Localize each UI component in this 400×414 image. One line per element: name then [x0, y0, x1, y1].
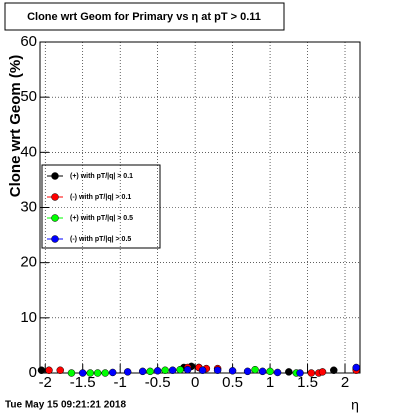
point [285, 368, 293, 376]
y-tick-label: 50 [20, 88, 37, 105]
point [198, 366, 207, 374]
title-box [4, 2, 285, 31]
point [251, 365, 259, 374]
point [93, 369, 102, 377]
point [330, 366, 338, 374]
x-tick-label: 1 [266, 374, 274, 391]
point [213, 366, 222, 374]
y-tick-label: 40 [20, 143, 37, 160]
x-tick-label: -0.5 [145, 374, 171, 391]
point [108, 368, 117, 377]
point [318, 368, 327, 376]
point [45, 366, 53, 374]
y-axis-label: Clone wrt Geom (%) [7, 55, 24, 198]
legend-label: (-) with pT/|q| > 0.5 [70, 236, 131, 243]
point [56, 366, 64, 374]
legend-marker [51, 193, 59, 201]
x-tick-label: 0 [191, 374, 199, 391]
x-tick-label: 1.5 [297, 374, 318, 391]
chart-title: Clone wrt Geom for Primary vs η at pT > … [27, 11, 261, 23]
timestamp: Tue May 15 09:21:21 2018 [5, 400, 126, 411]
x-tick-label: -2 [39, 374, 52, 391]
point [78, 369, 87, 377]
point [123, 368, 132, 376]
point [138, 367, 147, 376]
point [168, 366, 177, 374]
point [273, 368, 282, 377]
point [146, 367, 154, 376]
y-tick-label: 20 [20, 254, 37, 271]
point [86, 369, 94, 377]
x-tick-label: -1.5 [70, 374, 96, 391]
y-tick-label: 60 [20, 33, 37, 50]
point [161, 366, 169, 374]
point [101, 369, 109, 377]
x-axis-label: η [351, 397, 359, 413]
point [67, 369, 76, 377]
y-tick-label: 30 [20, 198, 37, 215]
x-tick-label: 2 [341, 374, 349, 391]
point [258, 367, 267, 376]
x-tick-label: -1 [114, 374, 127, 391]
point [183, 365, 192, 374]
legend [41, 164, 161, 249]
legend-marker [51, 172, 59, 180]
point [296, 369, 304, 377]
legend-label: (+) with pT/|q| > 0.1 [70, 173, 133, 180]
y-tick-label: 10 [20, 309, 37, 326]
point [266, 367, 274, 376]
legend-marker [51, 235, 59, 243]
point [176, 365, 184, 374]
point [37, 366, 46, 374]
point [153, 367, 162, 375]
legend-marker [51, 214, 59, 222]
legend-label: (-) with pT/|q| > 0.1 [70, 194, 131, 201]
legend-label: (+) with pT/|q| > 0.5 [70, 215, 133, 222]
point [243, 367, 252, 376]
point [307, 369, 316, 377]
point [352, 363, 361, 372]
point [228, 367, 237, 375]
x-tick-label: 0.5 [222, 374, 243, 391]
y-tick-label: 0 [29, 364, 37, 381]
